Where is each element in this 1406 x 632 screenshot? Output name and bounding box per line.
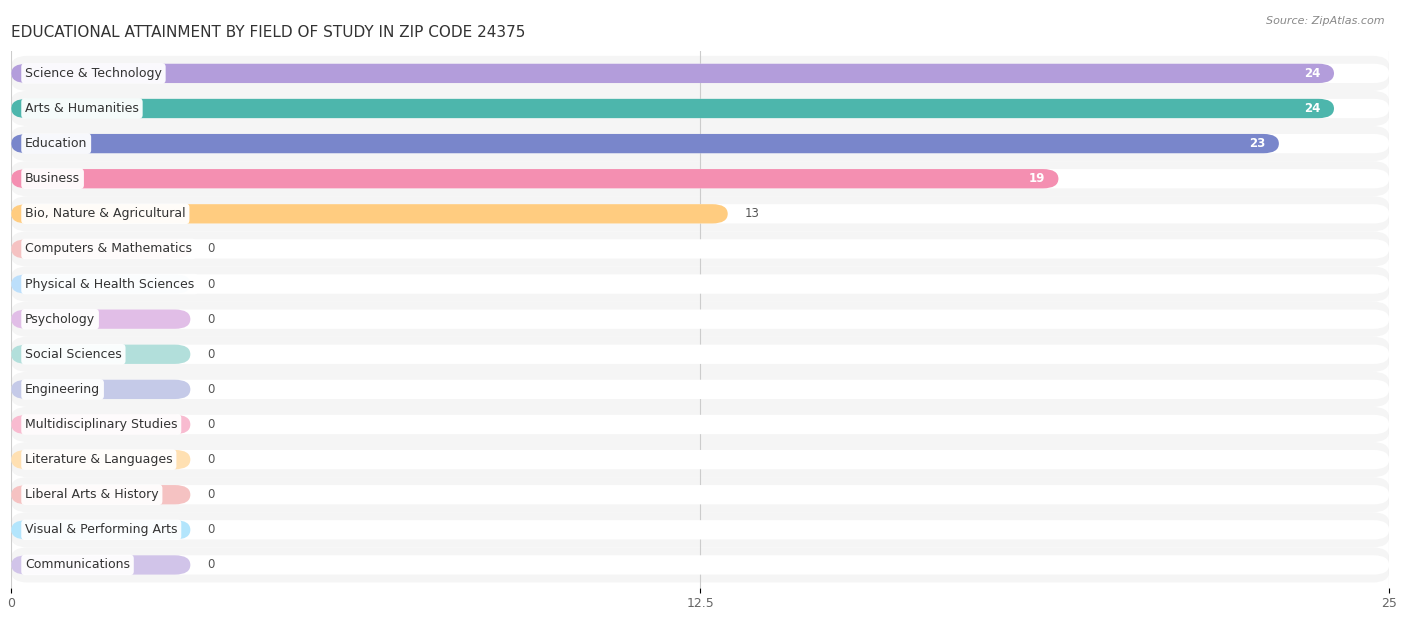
Text: 0: 0 <box>207 418 214 431</box>
FancyBboxPatch shape <box>11 126 1389 161</box>
FancyBboxPatch shape <box>11 344 190 364</box>
FancyBboxPatch shape <box>11 301 1389 337</box>
Text: 0: 0 <box>207 348 214 361</box>
FancyBboxPatch shape <box>11 477 1389 513</box>
FancyBboxPatch shape <box>11 56 1389 91</box>
FancyBboxPatch shape <box>11 485 190 504</box>
FancyBboxPatch shape <box>11 169 1059 188</box>
FancyBboxPatch shape <box>11 64 1334 83</box>
FancyBboxPatch shape <box>11 99 1389 118</box>
Text: Social Sciences: Social Sciences <box>25 348 122 361</box>
FancyBboxPatch shape <box>11 513 1389 547</box>
Text: 24: 24 <box>1303 102 1320 115</box>
Text: 0: 0 <box>207 313 214 325</box>
Text: Source: ZipAtlas.com: Source: ZipAtlas.com <box>1267 16 1385 26</box>
Text: Bio, Nature & Agricultural: Bio, Nature & Agricultural <box>25 207 186 221</box>
FancyBboxPatch shape <box>11 274 1389 294</box>
FancyBboxPatch shape <box>11 372 1389 407</box>
Text: Arts & Humanities: Arts & Humanities <box>25 102 139 115</box>
FancyBboxPatch shape <box>11 450 1389 469</box>
FancyBboxPatch shape <box>11 520 1389 540</box>
Text: Education: Education <box>25 137 87 150</box>
Text: 24: 24 <box>1303 67 1320 80</box>
FancyBboxPatch shape <box>11 547 1389 583</box>
FancyBboxPatch shape <box>11 407 1389 442</box>
Text: 0: 0 <box>207 488 214 501</box>
Text: Liberal Arts & History: Liberal Arts & History <box>25 488 159 501</box>
FancyBboxPatch shape <box>11 556 1389 574</box>
Text: 0: 0 <box>207 559 214 571</box>
FancyBboxPatch shape <box>11 240 1389 258</box>
FancyBboxPatch shape <box>11 267 1389 301</box>
Text: 13: 13 <box>744 207 759 221</box>
FancyBboxPatch shape <box>11 450 190 469</box>
Text: 23: 23 <box>1249 137 1265 150</box>
FancyBboxPatch shape <box>11 310 190 329</box>
FancyBboxPatch shape <box>11 556 190 574</box>
Text: Engineering: Engineering <box>25 383 100 396</box>
FancyBboxPatch shape <box>11 380 1389 399</box>
Text: 0: 0 <box>207 243 214 255</box>
FancyBboxPatch shape <box>11 161 1389 197</box>
FancyBboxPatch shape <box>11 442 1389 477</box>
FancyBboxPatch shape <box>11 169 1389 188</box>
Text: 0: 0 <box>207 453 214 466</box>
FancyBboxPatch shape <box>11 64 1389 83</box>
Text: Business: Business <box>25 172 80 185</box>
Text: Physical & Health Sciences: Physical & Health Sciences <box>25 277 194 291</box>
FancyBboxPatch shape <box>11 204 1389 224</box>
FancyBboxPatch shape <box>11 485 1389 504</box>
FancyBboxPatch shape <box>11 415 190 434</box>
FancyBboxPatch shape <box>11 204 728 224</box>
Text: Visual & Performing Arts: Visual & Performing Arts <box>25 523 177 537</box>
Text: Communications: Communications <box>25 559 129 571</box>
Text: Computers & Mathematics: Computers & Mathematics <box>25 243 193 255</box>
FancyBboxPatch shape <box>11 134 1279 154</box>
Text: 0: 0 <box>207 277 214 291</box>
FancyBboxPatch shape <box>11 99 1334 118</box>
FancyBboxPatch shape <box>11 197 1389 231</box>
FancyBboxPatch shape <box>11 134 1389 154</box>
FancyBboxPatch shape <box>11 91 1389 126</box>
Text: 0: 0 <box>207 523 214 537</box>
Text: EDUCATIONAL ATTAINMENT BY FIELD OF STUDY IN ZIP CODE 24375: EDUCATIONAL ATTAINMENT BY FIELD OF STUDY… <box>11 25 526 40</box>
FancyBboxPatch shape <box>11 337 1389 372</box>
FancyBboxPatch shape <box>11 380 190 399</box>
FancyBboxPatch shape <box>11 415 1389 434</box>
Text: Psychology: Psychology <box>25 313 96 325</box>
Text: Literature & Languages: Literature & Languages <box>25 453 173 466</box>
FancyBboxPatch shape <box>11 240 190 258</box>
FancyBboxPatch shape <box>11 310 1389 329</box>
FancyBboxPatch shape <box>11 344 1389 364</box>
FancyBboxPatch shape <box>11 231 1389 267</box>
FancyBboxPatch shape <box>11 520 190 540</box>
Text: 0: 0 <box>207 383 214 396</box>
Text: 19: 19 <box>1028 172 1045 185</box>
FancyBboxPatch shape <box>11 274 190 294</box>
Text: Science & Technology: Science & Technology <box>25 67 162 80</box>
Text: Multidisciplinary Studies: Multidisciplinary Studies <box>25 418 177 431</box>
